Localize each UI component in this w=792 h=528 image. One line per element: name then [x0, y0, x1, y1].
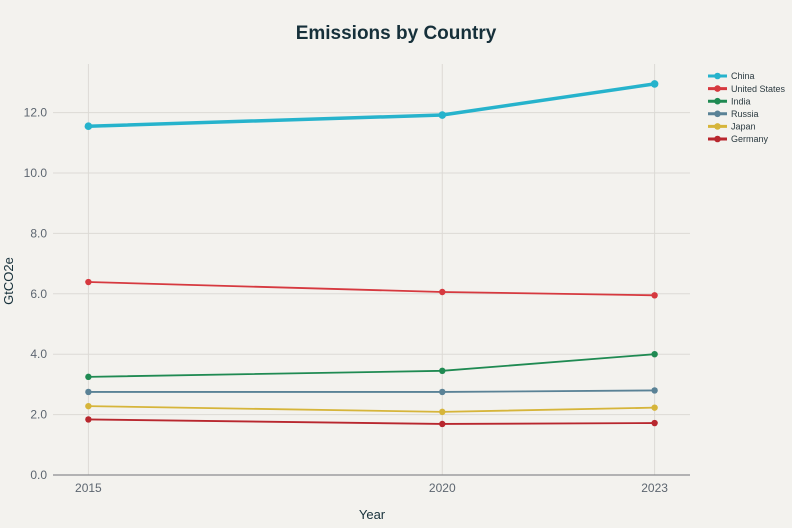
legend-label: Japan [731, 122, 756, 132]
series-united-states [85, 278, 658, 299]
series-line [87, 389, 656, 393]
data-point[interactable] [85, 388, 92, 396]
legend-label: India [731, 96, 751, 106]
legend-swatch-marker [714, 110, 721, 118]
series-line [87, 405, 656, 413]
legend-item-russia[interactable]: Russia [708, 109, 759, 119]
legend-swatch-marker [714, 123, 721, 130]
series-germany [85, 416, 658, 428]
series-china [84, 80, 659, 130]
data-point[interactable] [651, 351, 658, 358]
legend-swatch-marker [714, 72, 721, 80]
y-tick-label: 2.0 [30, 408, 47, 422]
data-point[interactable] [439, 288, 446, 296]
y-tick-label: 8.0 [30, 226, 47, 240]
data-point[interactable] [438, 111, 447, 119]
data-point[interactable] [651, 387, 658, 394]
grid [53, 64, 690, 475]
legend-label: China [731, 71, 755, 81]
legend-item-japan[interactable]: Japan [708, 122, 756, 132]
legend-label: Russia [731, 109, 759, 119]
legend: China United States India Russia Japan German… [708, 71, 786, 144]
x-tick-label: 2015 [75, 481, 102, 495]
data-point[interactable] [651, 419, 658, 427]
y-tick-label: 6.0 [30, 287, 47, 301]
data-point[interactable] [85, 373, 92, 381]
data-point[interactable] [439, 420, 446, 428]
y-axis-label: GtCO2e [1, 257, 16, 305]
data-point[interactable] [85, 402, 92, 410]
legend-item-united-states[interactable]: United States [708, 84, 786, 94]
series-line [87, 418, 656, 425]
y-tick-label: 12.0 [24, 106, 48, 120]
data-point[interactable] [439, 388, 446, 396]
series-japan [85, 402, 658, 416]
y-tick-label: 0.0 [30, 468, 47, 482]
legend-item-india[interactable]: India [708, 96, 751, 106]
data-point[interactable] [439, 408, 446, 416]
x-axis-label: Year [359, 507, 386, 522]
y-tick-label: 10.0 [24, 166, 48, 180]
x-tick-label: 2023 [641, 481, 668, 495]
y-axis-ticks: 0.0 2.0 4.0 6.0 8.0 10.0 12.0 [24, 106, 48, 482]
x-tick-label: 2020 [429, 481, 456, 495]
series-line [87, 353, 656, 378]
legend-swatch-marker [714, 97, 721, 105]
data-point[interactable] [651, 404, 658, 411]
series-russia [85, 387, 658, 396]
legend-label: Germany [731, 134, 769, 144]
legend-item-china[interactable]: China [708, 71, 755, 81]
series [84, 80, 659, 428]
legend-label: United States [731, 84, 786, 94]
legend-item-germany[interactable]: Germany [708, 134, 769, 144]
x-axis-ticks: 2015 2020 2023 [75, 481, 668, 495]
chart-title: Emissions by Country [296, 23, 497, 44]
series-india [85, 351, 658, 381]
series-line [86, 82, 657, 128]
data-point[interactable] [650, 80, 659, 88]
data-point[interactable] [85, 278, 92, 286]
data-point[interactable] [85, 416, 92, 423]
data-point[interactable] [651, 292, 658, 299]
legend-swatch-marker [714, 85, 721, 92]
data-point[interactable] [84, 122, 93, 130]
y-tick-label: 4.0 [30, 347, 47, 361]
data-point[interactable] [439, 367, 446, 375]
legend-swatch-marker [714, 135, 721, 143]
